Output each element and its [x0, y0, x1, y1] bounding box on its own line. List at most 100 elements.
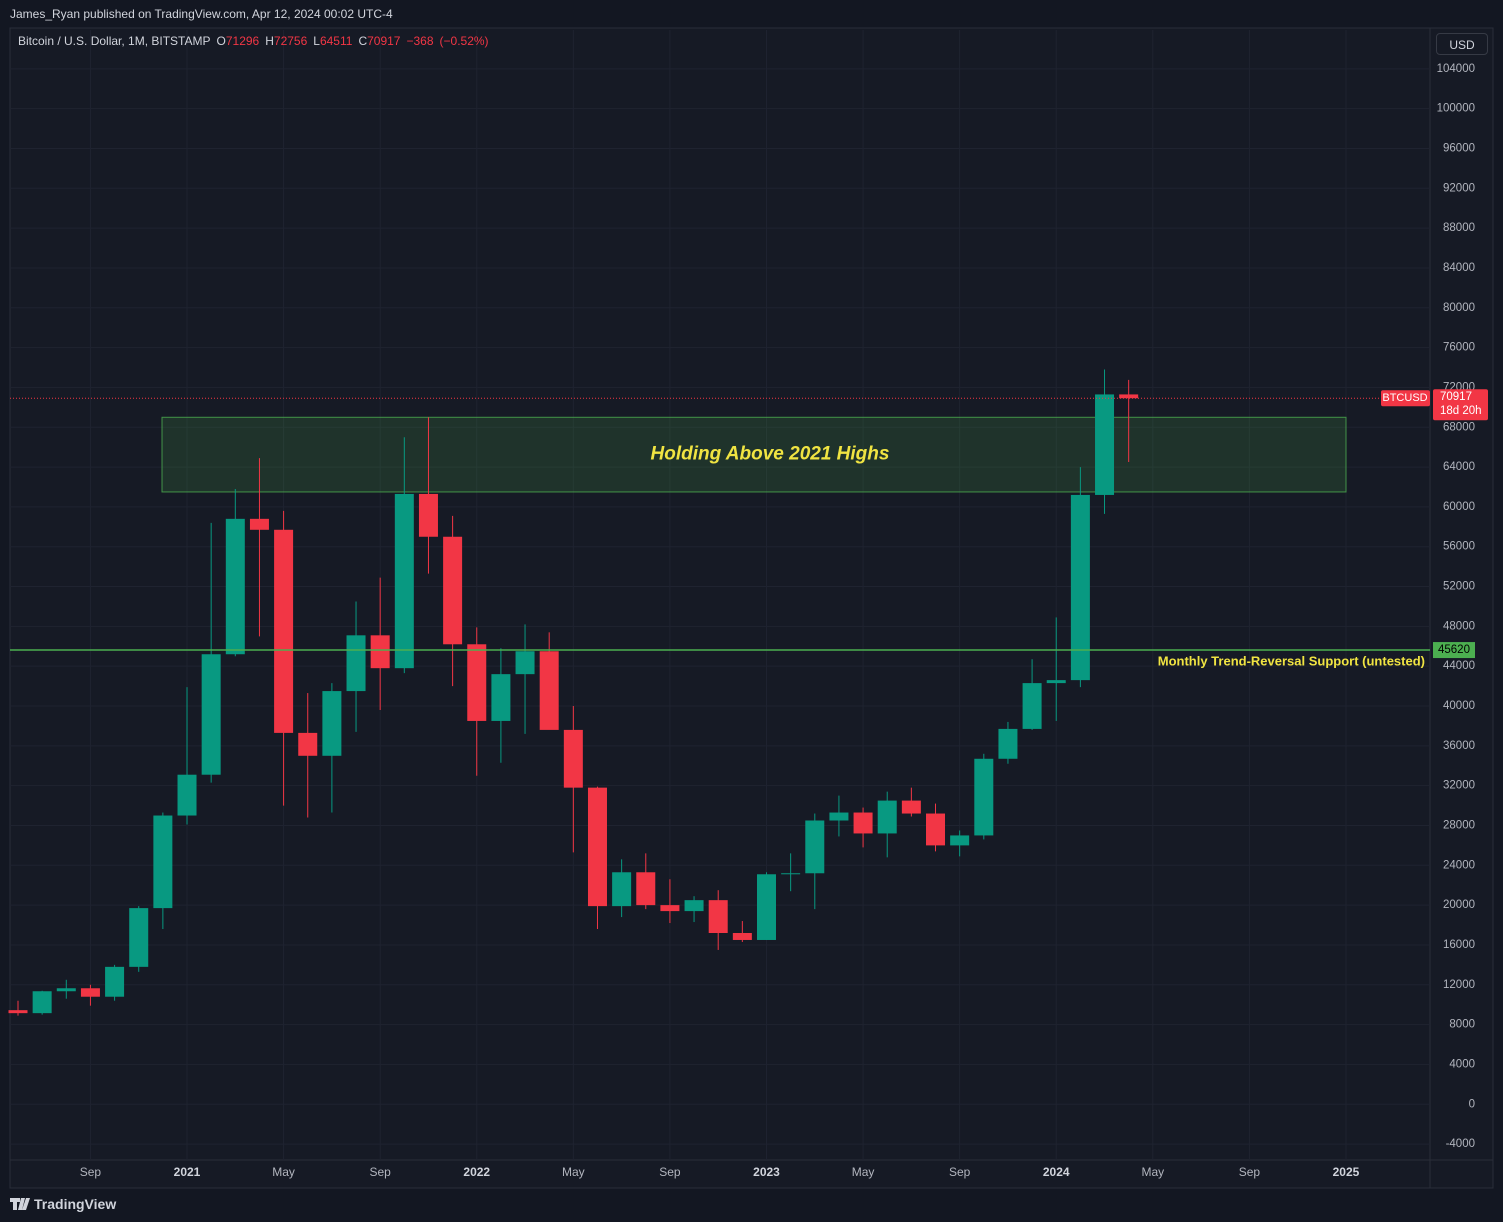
brand: TradingView — [34, 1196, 117, 1212]
candle-body — [781, 873, 801, 875]
overlay: -4000 0 4000 8000 12000 16000 20000 24000 28000 3… — [10, 63, 1488, 1179]
candle-body — [636, 872, 656, 906]
candle-body — [346, 635, 366, 692]
candle-body — [418, 493, 438, 537]
candle-body — [660, 905, 680, 912]
candle-body — [587, 787, 607, 907]
y-tick-label: 56000 — [1443, 541, 1475, 553]
candle-body — [56, 988, 76, 992]
candle-body — [1022, 683, 1042, 729]
y-tick-label: 36000 — [1443, 740, 1475, 752]
candle-body — [805, 820, 825, 874]
zone-label: Holding Above 2021 Highs — [651, 444, 890, 465]
y-tick-label: 96000 — [1443, 143, 1475, 155]
legend-change-percent: (−0.52%) — [439, 34, 489, 48]
x-tick-label: May — [1141, 1165, 1164, 1179]
x-tick-label: Sep — [659, 1165, 681, 1179]
legend-close: 70917 — [367, 34, 401, 48]
candle-body — [177, 774, 197, 816]
zone — [161, 416, 1347, 493]
y-tick-label: 20000 — [1443, 899, 1475, 911]
legend-letter: H — [265, 34, 274, 48]
candle-body — [998, 728, 1018, 759]
candle-body — [467, 644, 487, 721]
candle-body — [853, 812, 873, 834]
y-tick-label: 84000 — [1443, 262, 1475, 274]
support-axis-box — [1433, 642, 1475, 659]
y-tick-label: 100000 — [1437, 103, 1475, 115]
y-tick-label: 48000 — [1443, 620, 1475, 632]
candle-body — [394, 493, 414, 669]
candle-body — [201, 654, 221, 775]
y-tick-label: 24000 — [1443, 859, 1475, 871]
x-tick-label: May — [852, 1165, 875, 1179]
legend-letter: C — [358, 34, 368, 48]
candle-body — [322, 691, 342, 756]
support-axis-label: 45620 — [1438, 644, 1470, 656]
candle-body — [8, 1010, 28, 1014]
x-tick-label: 2021 — [174, 1165, 201, 1179]
candle-body — [539, 651, 559, 730]
candle-body — [274, 529, 294, 733]
legend-change: −368 — [406, 34, 434, 48]
y-tick-label: 4000 — [1449, 1058, 1475, 1070]
y-tick-label: 104000 — [1437, 63, 1475, 75]
chart-frame — [9, 27, 1494, 1189]
candle-body — [877, 800, 897, 834]
support-label: Monthly Trend-Reversal Support (untested… — [1158, 653, 1425, 668]
x-tick-label: 2022 — [463, 1165, 490, 1179]
y-tick-label: 60000 — [1443, 501, 1475, 513]
last-price-label: 70917 — [1440, 391, 1472, 403]
y-tick-label: 0 — [1469, 1098, 1475, 1110]
y-tick-label: 52000 — [1443, 581, 1475, 593]
legend-low: 64511 — [319, 34, 353, 48]
y-tick-label: 12000 — [1443, 979, 1475, 991]
y-tick-label: 16000 — [1443, 939, 1475, 951]
y-tick-label: 28000 — [1443, 820, 1475, 832]
x-tick-label: Sep — [80, 1165, 102, 1179]
x-tick-label: Sep — [1239, 1165, 1261, 1179]
last-price-box — [1433, 389, 1488, 421]
x-tick-label: May — [562, 1165, 585, 1179]
y-tick-label: 32000 — [1443, 780, 1475, 792]
currency-button[interactable]: USD — [1436, 33, 1488, 55]
x-tick-label: Sep — [369, 1165, 391, 1179]
y-tick-label: -4000 — [1446, 1138, 1475, 1150]
candle-body — [974, 758, 994, 836]
candle-body — [732, 933, 752, 940]
candle-body — [129, 908, 149, 967]
candle-body — [153, 815, 173, 909]
candle-body — [370, 635, 390, 669]
x-tick-label: May — [272, 1165, 295, 1179]
candle-body — [612, 872, 632, 907]
candle-body — [708, 900, 728, 934]
candle-body — [1095, 394, 1115, 495]
candle-body — [225, 518, 245, 655]
y-tick-label: 68000 — [1443, 421, 1475, 433]
candle-body — [298, 732, 318, 756]
y-tick-label: 44000 — [1443, 660, 1475, 672]
candle-body — [32, 991, 52, 1014]
candle-body — [901, 800, 921, 814]
candle-body — [950, 835, 970, 846]
legend-high: 72756 — [273, 34, 308, 48]
symbol-label: BTCUSD — [1382, 392, 1427, 404]
y-tick-label: 92000 — [1443, 182, 1475, 194]
candle-body — [756, 874, 776, 940]
legend-open: 71296 — [225, 34, 260, 48]
y-tick-label: 40000 — [1443, 700, 1475, 712]
plot — [8, 369, 1347, 1016]
candle-body — [926, 813, 946, 846]
candle-body — [1070, 494, 1090, 681]
publisher: James_Ryan published on TradingView.com,… — [10, 7, 393, 21]
candle-body — [80, 988, 100, 997]
candle-body — [105, 966, 125, 997]
symbol-box — [1381, 390, 1430, 407]
candle-body — [829, 812, 849, 821]
candle-body — [1119, 394, 1139, 399]
candle-body — [1046, 680, 1066, 684]
y-tick-label: 8000 — [1449, 1019, 1475, 1031]
x-tick-label: 2024 — [1043, 1165, 1070, 1179]
symbol-title: Bitcoin / U.S. Dollar, 1M, BITSTAMP — [18, 34, 211, 48]
